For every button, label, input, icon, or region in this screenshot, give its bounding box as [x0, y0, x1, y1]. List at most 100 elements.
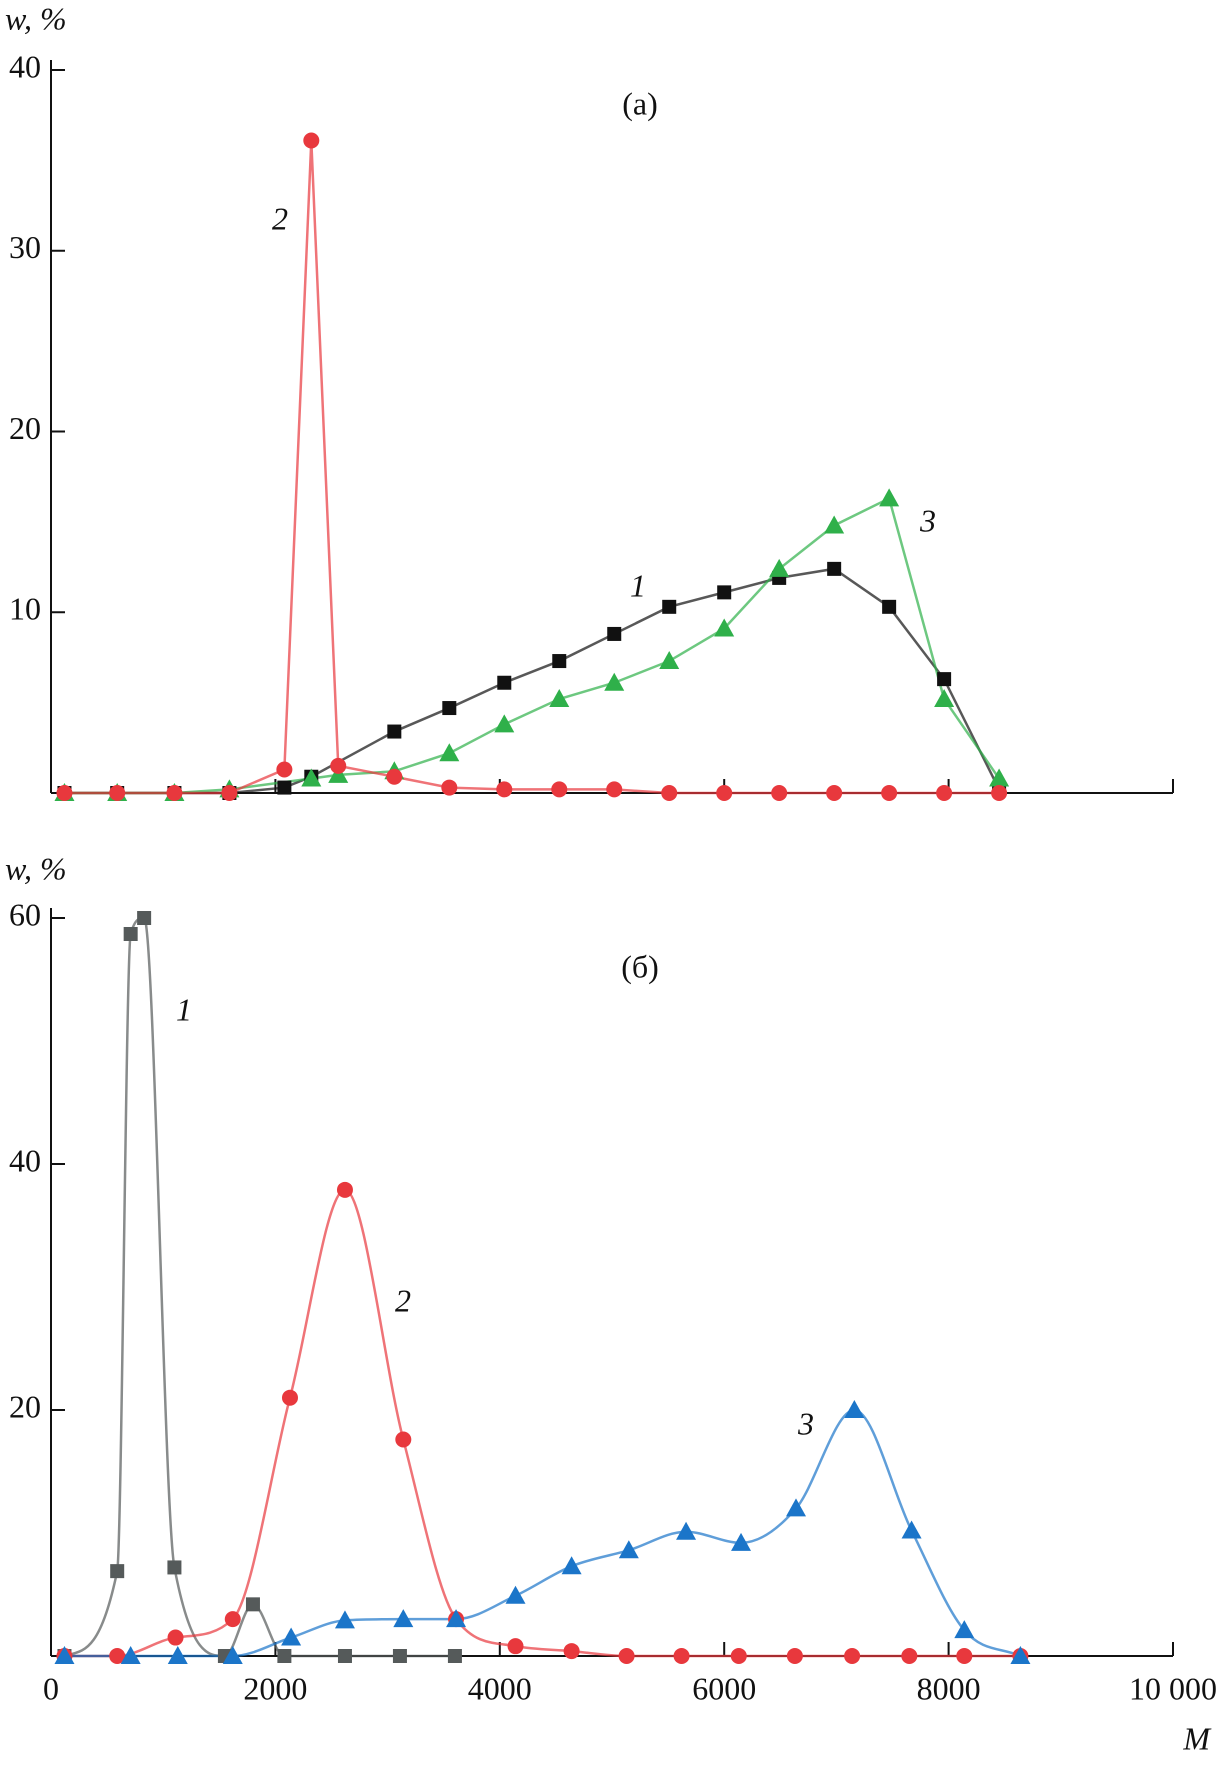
- marker: [662, 599, 677, 614]
- marker: [442, 701, 457, 716]
- marker: [441, 779, 458, 796]
- marker: [661, 785, 678, 801]
- marker: [786, 1648, 803, 1664]
- series-label: 2: [395, 1282, 411, 1318]
- series-label: 1: [176, 991, 192, 1027]
- marker: [561, 1556, 582, 1575]
- marker: [844, 1400, 865, 1418]
- panel-label: (а): [622, 85, 658, 121]
- series-label: 1: [630, 567, 646, 603]
- marker: [54, 1646, 75, 1664]
- marker: [606, 781, 623, 798]
- marker: [281, 1627, 302, 1646]
- x-tick-label: 8000: [917, 1670, 981, 1706]
- marker: [336, 1181, 353, 1198]
- marker: [563, 1643, 580, 1660]
- marker: [276, 761, 293, 778]
- marker: [618, 1648, 635, 1664]
- marker: [673, 1648, 690, 1664]
- y-tick-label: 20: [9, 410, 41, 446]
- series-label: 3: [919, 502, 936, 538]
- marker: [507, 1638, 524, 1655]
- marker: [844, 1648, 861, 1664]
- marker: [731, 1532, 752, 1551]
- marker: [730, 1648, 747, 1664]
- marker: [328, 764, 349, 783]
- marker: [222, 1646, 243, 1664]
- y-tick-label: 40: [9, 48, 41, 84]
- marker: [937, 672, 952, 687]
- x-tick-label: 6000: [692, 1670, 756, 1706]
- series-line: [64, 140, 1000, 795]
- series-line: [64, 496, 1001, 795]
- x-tick-label: 4000: [468, 1670, 532, 1706]
- series-label: 2: [272, 200, 288, 236]
- marker: [439, 743, 460, 762]
- marker: [446, 1609, 467, 1628]
- marker: [714, 618, 735, 637]
- marker: [505, 1585, 526, 1604]
- panel-label: (б): [621, 948, 659, 984]
- y-tick-label: 60: [9, 896, 41, 932]
- marker: [882, 599, 897, 614]
- y-tick-label: 10: [9, 591, 41, 627]
- marker: [387, 724, 402, 739]
- series-line: [64, 916, 455, 1658]
- y-axis-label: w, %: [5, 0, 67, 36]
- series-line: [64, 567, 1001, 795]
- marker: [659, 651, 680, 670]
- marker: [991, 785, 1008, 801]
- marker: [879, 488, 900, 507]
- marker: [221, 785, 238, 801]
- marker: [549, 689, 570, 708]
- marker: [494, 714, 515, 733]
- marker: [392, 1649, 407, 1663]
- marker: [676, 1521, 697, 1540]
- marker: [393, 1609, 414, 1628]
- marker: [277, 780, 292, 795]
- marker: [447, 1649, 462, 1663]
- marker: [954, 1620, 975, 1639]
- marker: [281, 1389, 298, 1406]
- marker: [277, 1649, 292, 1663]
- marker: [607, 626, 622, 641]
- marker: [303, 132, 320, 149]
- marker: [109, 1648, 126, 1664]
- marker: [881, 785, 898, 801]
- x-tick-label: 0: [43, 1670, 59, 1706]
- marker: [167, 1646, 188, 1664]
- y-axis-label: w, %: [5, 850, 67, 886]
- y-tick-label: 20: [9, 1388, 41, 1424]
- series-line: [64, 1188, 1021, 1658]
- marker: [717, 585, 732, 600]
- marker: [120, 1646, 141, 1664]
- marker: [224, 1611, 241, 1628]
- x-axis-label: M: [1182, 1720, 1212, 1756]
- marker: [245, 1597, 260, 1612]
- marker: [166, 785, 183, 801]
- marker: [827, 561, 842, 576]
- marker: [934, 689, 955, 708]
- marker: [301, 768, 322, 787]
- y-tick-label: 40: [9, 1142, 41, 1178]
- marker: [552, 654, 567, 669]
- marker: [395, 1431, 412, 1448]
- marker: [497, 675, 512, 690]
- marker: [936, 785, 953, 801]
- marker: [826, 785, 843, 801]
- marker: [604, 672, 625, 691]
- marker: [137, 911, 152, 925]
- marker: [901, 1520, 922, 1539]
- series-label: 3: [797, 1405, 814, 1441]
- marker: [716, 785, 733, 801]
- marker: [824, 515, 845, 534]
- marker: [1010, 1646, 1031, 1664]
- marker: [56, 785, 73, 801]
- marker: [496, 781, 513, 798]
- marker: [386, 768, 403, 785]
- y-tick-label: 30: [9, 229, 41, 265]
- marker: [618, 1540, 639, 1559]
- marker: [956, 1648, 973, 1664]
- marker: [769, 558, 790, 577]
